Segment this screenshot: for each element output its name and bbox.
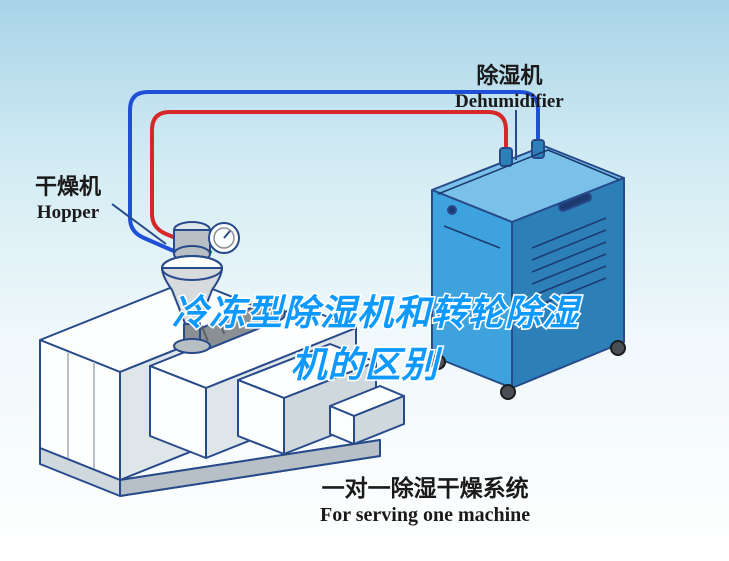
dehumidifier-unit [431, 140, 625, 399]
dehumidifier-label: 除湿机 Dehumidifier [455, 62, 564, 113]
extruder-machine [40, 280, 404, 496]
castor [611, 341, 625, 355]
dehumidifier-port-front [500, 148, 512, 166]
hopper-label: 干燥机 Hopper [35, 173, 101, 224]
castor [501, 385, 515, 399]
system-label: 一对一除湿干燥系统 For serving one machine [320, 474, 530, 528]
castor [431, 355, 445, 369]
hopper-leader [112, 204, 166, 244]
